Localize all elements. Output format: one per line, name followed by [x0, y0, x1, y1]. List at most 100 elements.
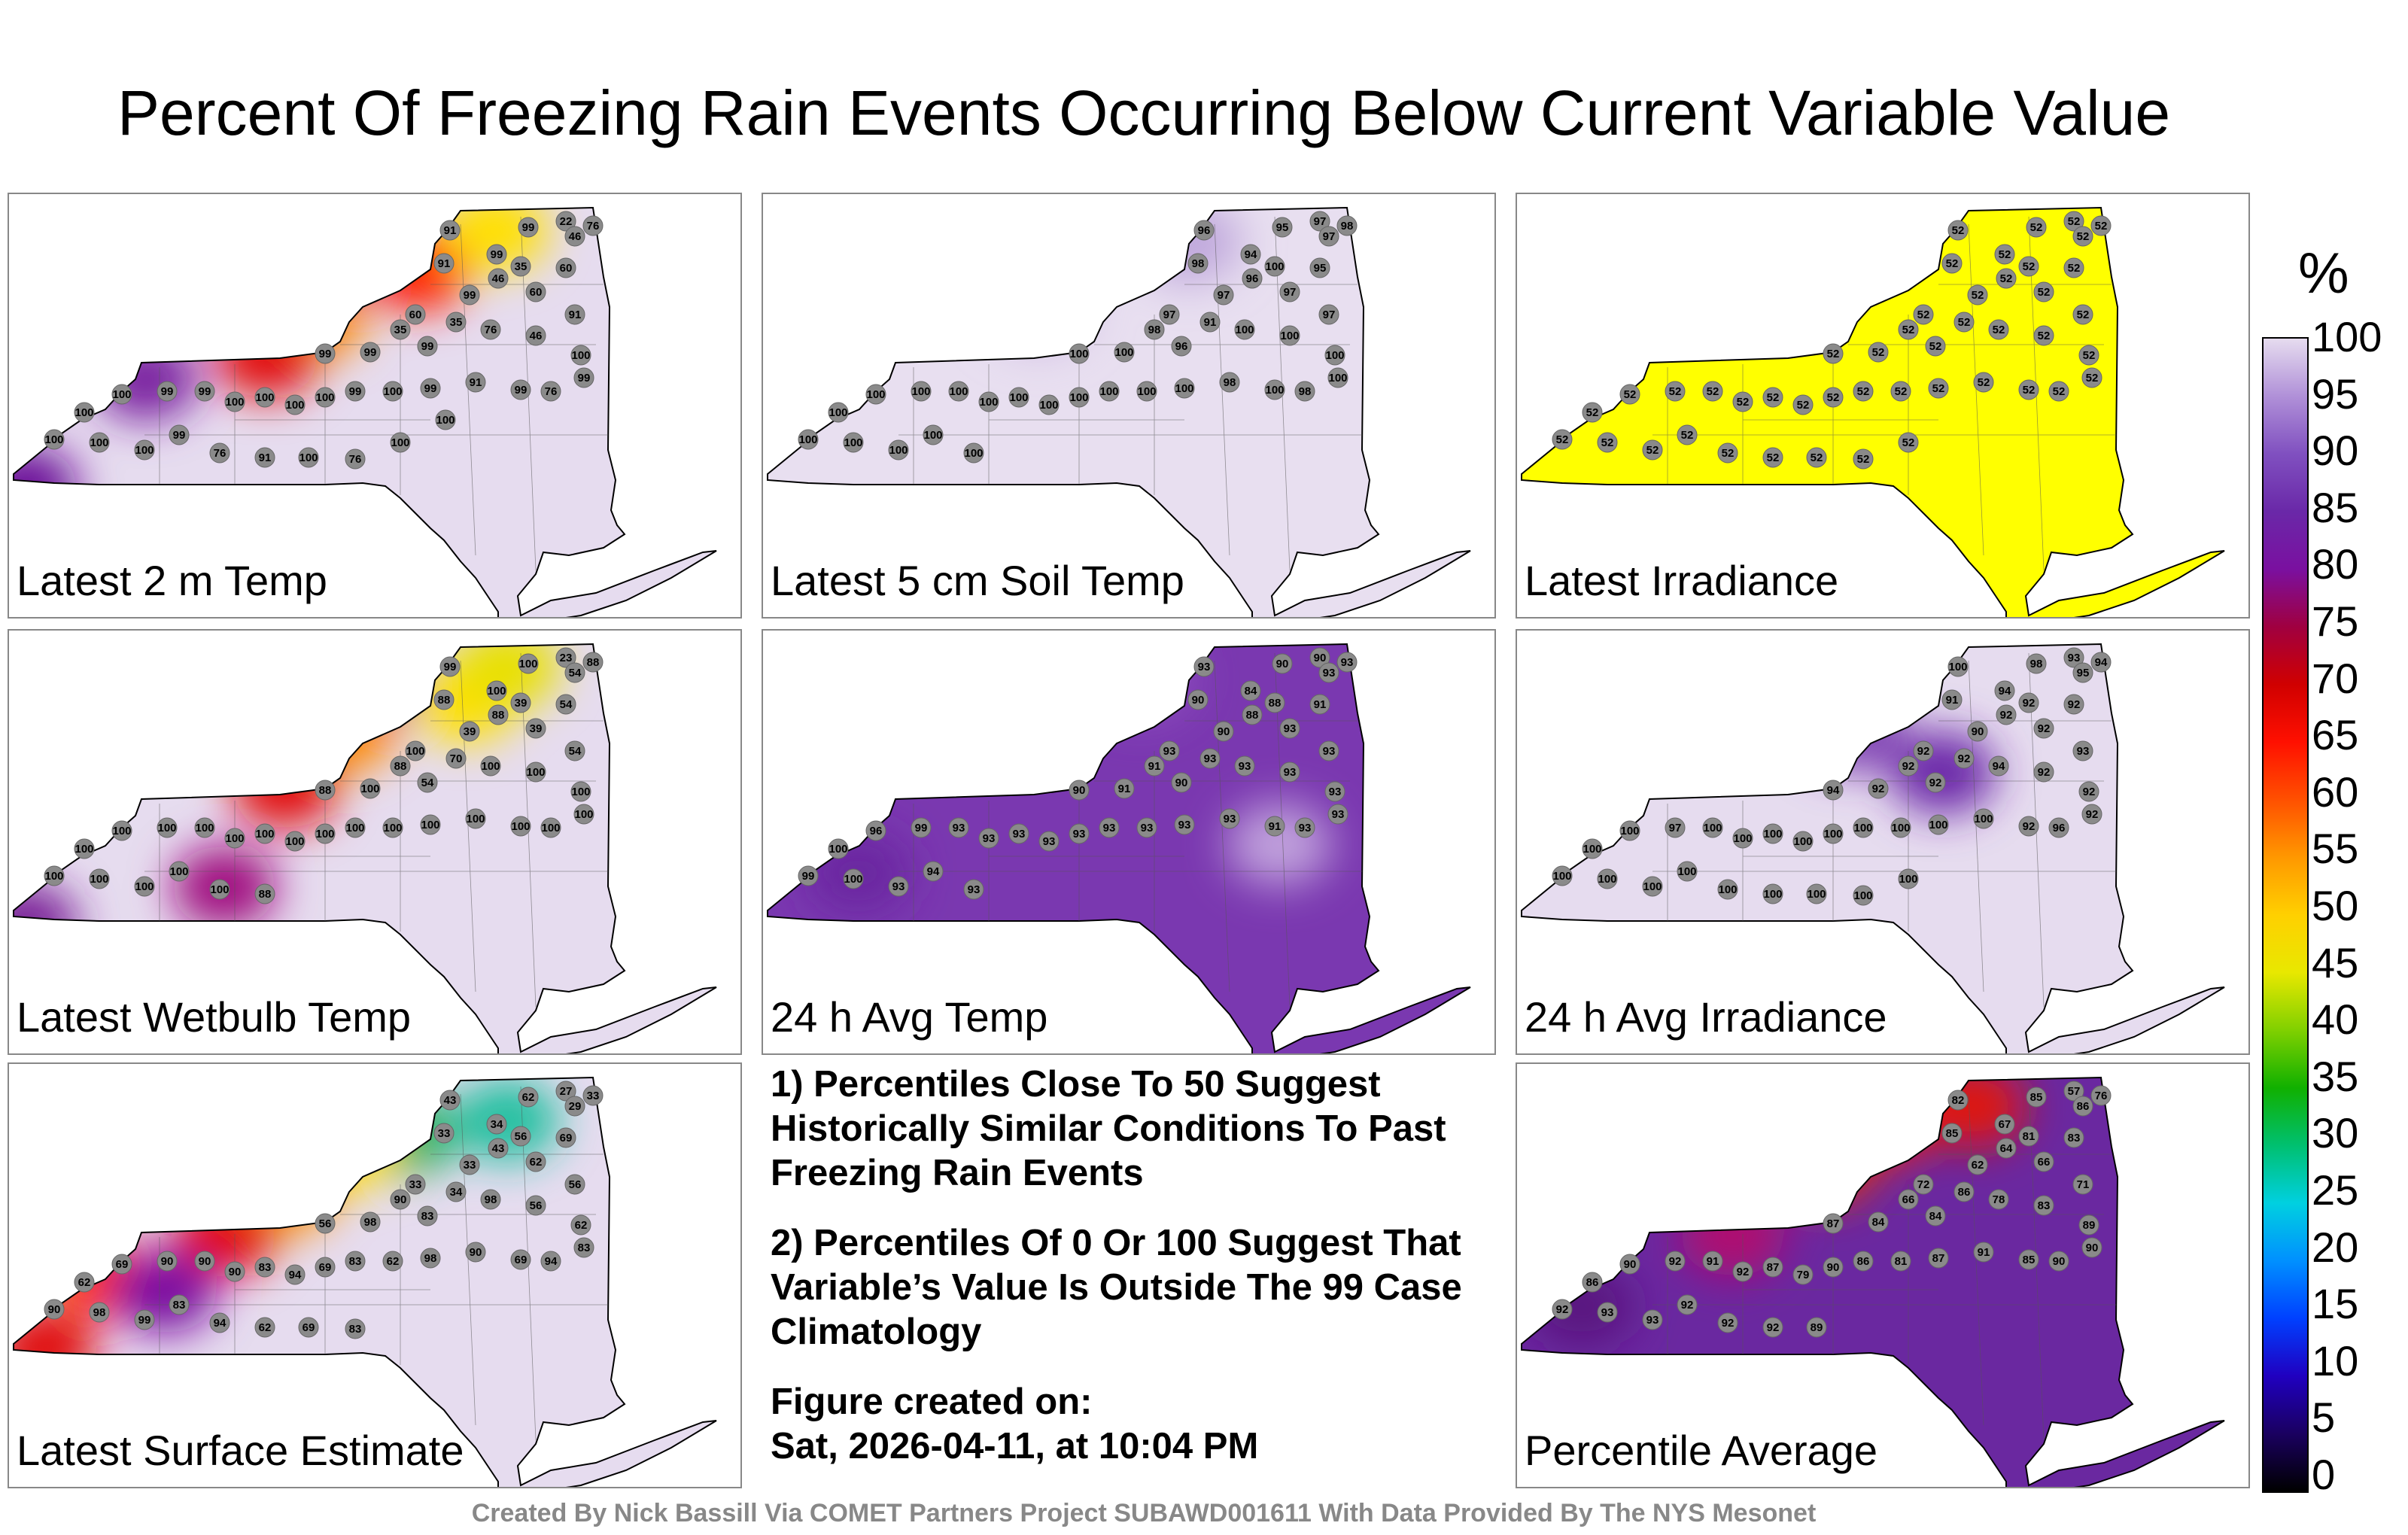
station-value: 90 — [1276, 658, 1289, 670]
station-marker: 92 — [1665, 1251, 1686, 1272]
station-marker: 91 — [1264, 816, 1285, 837]
station-value: 100 — [889, 444, 908, 457]
panel-24h-avg-temp: 93 90 90 93 93 84 88 91 90 90 88 93 93 93 93 91 90 93 93 91… — [762, 629, 1496, 1055]
station-marker: 85 — [2018, 1249, 2039, 1270]
colorbar-tick-label: 35 — [2312, 1052, 2359, 1100]
station-marker: 100 — [540, 817, 561, 838]
colorbar-tick-label: 15 — [2312, 1280, 2359, 1328]
station-marker: 99 — [169, 424, 190, 445]
station-value: 88 — [259, 888, 272, 901]
station-marker: 88 — [488, 704, 509, 725]
station-marker: 90 — [194, 1251, 215, 1272]
station-marker: 52 — [1953, 312, 1975, 333]
colorbar-tick-label: 55 — [2312, 825, 2359, 873]
station-value: 87 — [1827, 1217, 1840, 1230]
station-marker: 90 — [465, 1242, 486, 1263]
station-marker: 56 — [525, 1195, 546, 1216]
station-marker: 46 — [564, 226, 585, 247]
station-value: 52 — [1872, 346, 1885, 359]
station-value: 52 — [1827, 391, 1840, 404]
colorbar — [2262, 337, 2309, 1493]
station-marker: 52 — [2072, 304, 2093, 325]
station-value: 94 — [289, 1269, 302, 1281]
station-marker: 52 — [1717, 442, 1738, 464]
station-marker: 52 — [2078, 345, 2099, 366]
panel-label: 24 h Avg Irradiance — [1525, 993, 1887, 1041]
station-value: 100 — [571, 349, 590, 362]
station-value: 93 — [1341, 656, 1354, 669]
colorbar-tick-label: 30 — [2312, 1109, 2359, 1157]
station-marker: 93 — [1038, 831, 1060, 852]
station-value: 88 — [394, 760, 407, 773]
station-value: 90 — [48, 1303, 61, 1316]
station-value: 52 — [1895, 385, 1908, 398]
station-value: 52 — [1902, 436, 1915, 449]
station-value: 52 — [2023, 260, 2036, 273]
station-value: 90 — [2086, 1242, 2099, 1254]
station-value: 100 — [1265, 260, 1284, 273]
station-marker: 93 — [1099, 817, 1120, 838]
station-marker: 100 — [382, 381, 403, 402]
station-marker: 22 — [555, 211, 576, 232]
station-value: 99 — [424, 382, 437, 395]
field-background — [1522, 644, 2224, 1053]
station-value: 99 — [491, 248, 503, 261]
station-marker: 52 — [1677, 424, 1698, 445]
station-marker: 64 — [1996, 1138, 2017, 1159]
station-marker: 100 — [1928, 814, 1949, 835]
station-value: 83 — [259, 1261, 272, 1274]
station-value: 83 — [173, 1299, 186, 1312]
station-value: 94 — [2095, 656, 2108, 669]
station-value: 100 — [406, 745, 424, 758]
station-marker: 69 — [555, 1127, 576, 1148]
station-value: 100 — [481, 760, 500, 773]
station-value: 92 — [1556, 1303, 1569, 1316]
station-value: 100 — [844, 873, 862, 886]
station-marker: 83 — [254, 1257, 275, 1278]
station-value: 43 — [444, 1094, 457, 1107]
station-value: 52 — [1624, 388, 1637, 401]
station-marker: 52 — [2063, 257, 2084, 278]
station-marker: 100 — [1732, 828, 1753, 849]
station-value: 60 — [530, 286, 543, 299]
station-value: 93 — [2077, 745, 2090, 758]
station-marker: 35 — [390, 319, 411, 340]
station-marker: 93 — [1279, 718, 1300, 739]
station-marker: 98 — [1219, 372, 1240, 393]
station-value: 84 — [1245, 685, 1257, 698]
station-marker: 94 — [1823, 780, 1844, 801]
station-marker: 93 — [1324, 781, 1345, 802]
field-blob — [214, 315, 319, 398]
station-marker: 52 — [1988, 319, 2009, 340]
station-value: 90 — [1827, 1261, 1840, 1274]
station-value: 22 — [560, 215, 573, 228]
station-value: 83 — [2068, 1132, 2081, 1144]
station-value: 52 — [1946, 257, 1959, 270]
station-value: 33 — [464, 1159, 476, 1172]
station-marker: 92 — [1996, 704, 2017, 725]
figure-title: Percent Of Freezing Rain Events Occurrin… — [117, 78, 2171, 148]
credit-line: Created By Nick Bassill Via COMET Partne… — [471, 1499, 1817, 1527]
station-value: 100 — [421, 819, 439, 831]
station-value: 94 — [1999, 685, 2011, 698]
station-marker: 90 — [1069, 780, 1090, 801]
station-value: 90 — [1972, 725, 1984, 738]
station-marker: 100 — [1552, 865, 1573, 886]
station-value: 52 — [2053, 385, 2066, 398]
station-value: 100 — [157, 822, 176, 834]
station-marker: 84 — [1868, 1211, 1889, 1233]
station-value: 72 — [1917, 1178, 1930, 1191]
station-value: 88 — [587, 656, 600, 669]
station-value: 70 — [450, 752, 463, 765]
station-value: 100 — [1235, 324, 1254, 336]
station-value: 93 — [2068, 652, 2081, 664]
station-value: 35 — [515, 260, 528, 273]
colorbar-tick-label: 20 — [2312, 1223, 2359, 1271]
station-value: 66 — [2038, 1156, 2051, 1169]
station-value: 100 — [1265, 384, 1284, 397]
station-value: 99 — [802, 870, 815, 883]
station-value: 91 — [470, 376, 482, 389]
panel-label: Latest 2 m Temp — [17, 557, 327, 604]
